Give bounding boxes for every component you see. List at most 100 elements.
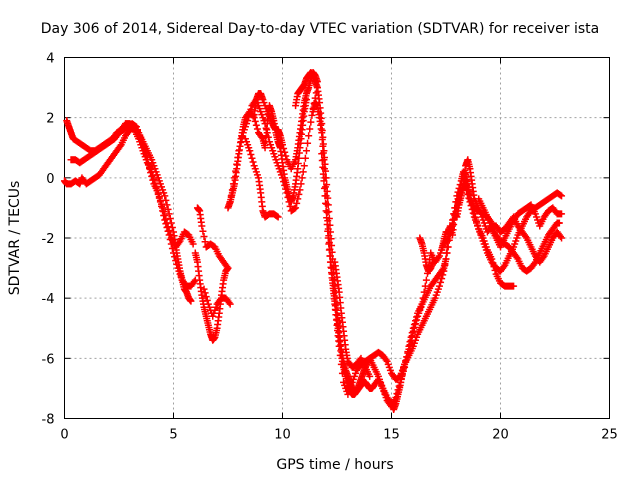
data-point-marker — [232, 167, 240, 175]
data-point-marker — [293, 199, 301, 207]
data-point-marker — [318, 150, 326, 158]
data-point-marker — [201, 238, 209, 246]
data-point-marker — [144, 160, 152, 168]
data-point-marker — [274, 213, 282, 221]
data-point-marker — [273, 212, 281, 220]
data-point-marker — [226, 198, 234, 206]
data-point-marker — [299, 168, 307, 176]
data-point-marker — [366, 372, 374, 380]
data-point-marker — [116, 142, 124, 150]
data-point-marker — [419, 294, 427, 302]
data-point-marker — [463, 187, 471, 195]
y-tick-label: -2 — [42, 232, 55, 247]
data-point-marker — [131, 122, 139, 130]
x-tick-label: 20 — [492, 428, 509, 443]
data-point-marker — [249, 158, 257, 166]
data-point-marker — [466, 198, 474, 206]
data-point-marker — [530, 260, 538, 268]
data-point-marker — [325, 246, 333, 254]
data-point-marker — [489, 259, 497, 267]
data-point-marker — [283, 189, 291, 197]
data-point-marker — [323, 214, 331, 222]
data-point-marker — [398, 371, 406, 379]
data-point-marker — [556, 191, 564, 199]
data-point-marker — [171, 253, 179, 261]
data-point-marker — [411, 317, 419, 325]
data-point-marker — [442, 255, 450, 263]
data-point-marker — [258, 133, 266, 141]
data-point-marker — [324, 227, 332, 235]
data-point-marker — [238, 133, 246, 141]
data-point-marker — [490, 263, 498, 271]
data-point-marker — [198, 222, 206, 230]
data-point-marker — [558, 192, 566, 200]
data-point-marker — [252, 121, 260, 129]
data-point-marker — [409, 324, 417, 332]
data-point-marker — [318, 135, 326, 143]
x-tick-label: 0 — [60, 428, 68, 443]
data-point-marker — [394, 386, 402, 394]
data-point-marker — [245, 113, 253, 121]
data-point-marker — [279, 174, 286, 182]
data-point-marker — [279, 141, 286, 149]
data-point-marker — [320, 184, 328, 192]
data-point-marker — [162, 215, 170, 223]
data-point-marker — [247, 151, 255, 159]
data-point-marker — [325, 240, 333, 248]
data-point-marker — [203, 296, 211, 304]
data-point-marker — [319, 170, 327, 178]
data-point-marker — [202, 293, 210, 301]
x-tick-label: 15 — [383, 428, 400, 443]
data-point-marker — [225, 299, 233, 307]
data-point-marker — [158, 200, 166, 208]
data-point-marker — [465, 194, 473, 202]
data-point-marker — [401, 363, 409, 371]
data-point-marker — [248, 154, 256, 162]
data-point-marker — [393, 390, 401, 398]
data-point-marker — [335, 342, 343, 350]
data-point-marker — [282, 185, 290, 193]
data-point-marker — [318, 157, 326, 165]
data-point-marker — [166, 214, 174, 222]
data-point-marker — [403, 353, 411, 361]
data-point-marker — [500, 263, 508, 271]
x-tick-label: 5 — [169, 428, 177, 443]
data-point-marker — [263, 129, 271, 137]
data-point-marker — [231, 174, 239, 182]
data-point-marker — [297, 180, 305, 188]
data-point-marker — [420, 288, 428, 296]
data-point-marker — [262, 124, 270, 132]
data-point-marker — [163, 219, 171, 227]
data-point-marker — [234, 154, 242, 162]
data-point-marker — [141, 147, 149, 155]
data-point-marker — [146, 165, 154, 173]
data-point-marker — [165, 210, 173, 218]
data-point-marker — [539, 254, 547, 262]
data-point-marker — [439, 266, 447, 274]
data-point-marker — [164, 205, 172, 213]
data-point-marker — [513, 254, 521, 262]
data-point-marker — [556, 232, 564, 240]
data-point-marker — [251, 117, 259, 125]
data-point-marker — [295, 190, 303, 198]
data-point-marker — [143, 156, 151, 164]
data-point-marker — [229, 180, 237, 188]
data-point-marker — [421, 282, 429, 290]
data-point-marker — [282, 152, 290, 160]
data-point-marker — [467, 202, 475, 210]
data-point-marker — [522, 232, 530, 240]
y-tick-label: -6 — [42, 352, 55, 367]
y-tick-label: -4 — [42, 292, 55, 307]
data-point-marker — [172, 257, 180, 265]
data-point-marker — [148, 172, 156, 180]
data-point-marker — [308, 111, 316, 119]
data-point-marker — [322, 199, 330, 207]
data-point-marker — [301, 154, 309, 162]
data-point-marker — [319, 163, 327, 171]
data-point-marker — [201, 289, 209, 297]
data-point-marker — [422, 276, 430, 284]
data-point-marker — [285, 198, 293, 206]
data-point-marker — [469, 209, 477, 217]
data-point-marker — [164, 223, 172, 231]
data-point-marker — [228, 186, 236, 194]
